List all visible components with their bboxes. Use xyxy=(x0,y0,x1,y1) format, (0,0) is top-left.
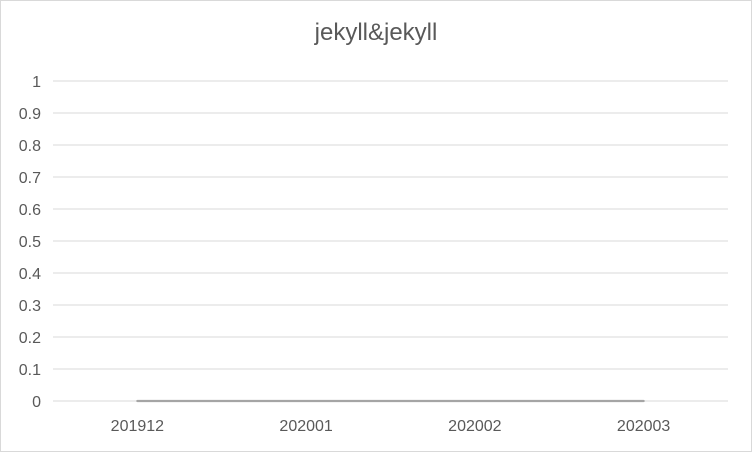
y-axis-ticks: 0 0.1 0.2 0.3 0.4 0.5 0.6 0.7 0.8 0.9 1 xyxy=(19,74,41,411)
y-tick-label: 0.5 xyxy=(19,234,41,251)
y-tick-label: 0.9 xyxy=(19,106,41,123)
y-tick-label: 0 xyxy=(32,394,41,411)
x-tick-label: 202001 xyxy=(279,418,332,435)
x-axis-ticks: 201912 202001 202002 202003 xyxy=(111,418,671,435)
y-tick-label: 0.6 xyxy=(19,202,41,219)
y-tick-label: 1 xyxy=(32,74,41,91)
y-tick-label: 0.2 xyxy=(19,330,41,347)
y-tick-label: 0.8 xyxy=(19,138,41,155)
x-tick-label: 201912 xyxy=(111,418,164,435)
y-tick-label: 0.4 xyxy=(19,266,41,283)
chart-title: jekyll&jekyll xyxy=(314,19,438,46)
y-tick-label: 0.3 xyxy=(19,298,41,315)
y-tick-label: 0.1 xyxy=(19,362,41,379)
x-tick-label: 202002 xyxy=(448,418,501,435)
x-tick-label: 202003 xyxy=(617,418,670,435)
y-tick-label: 0.7 xyxy=(19,170,41,187)
gridlines xyxy=(53,80,728,402)
